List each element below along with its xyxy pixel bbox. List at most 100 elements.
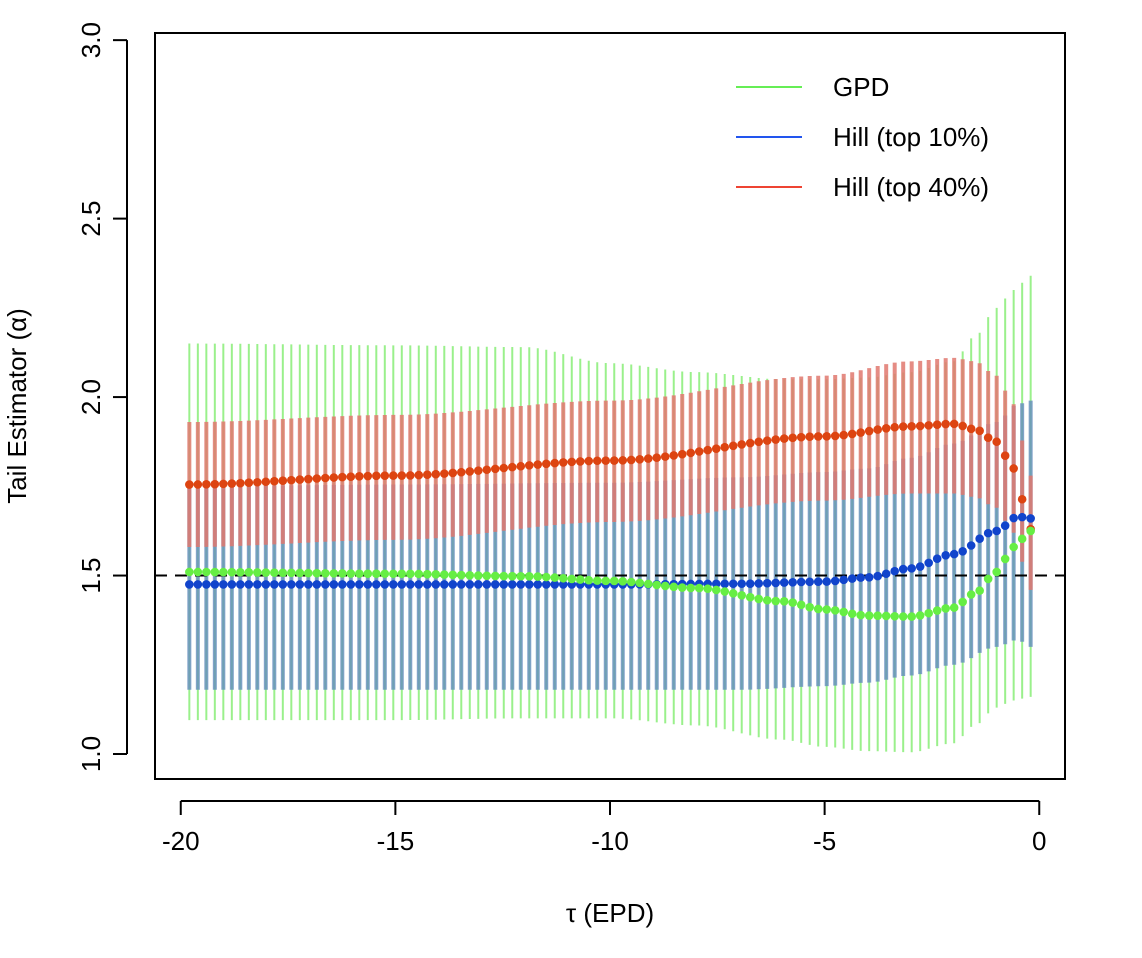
data-point [847,429,857,439]
data-point [321,473,330,483]
data-point [397,580,407,589]
data-point [550,573,560,582]
data-point [754,579,764,588]
data-point [329,569,339,578]
data-point [253,477,262,487]
data-point [193,480,203,489]
legend-label: Hill (top 10%) [833,122,989,152]
data-point [516,461,526,471]
data-point [1017,534,1027,544]
data-point [677,449,687,459]
data-point [771,596,781,606]
data-point [550,580,560,589]
data-point [728,441,738,451]
data-point [414,569,424,579]
data-point [1000,554,1010,564]
data-point [720,442,730,452]
x-tick-label: -15 [377,826,415,856]
data-point [830,606,840,615]
data-point [924,558,933,568]
data-point [626,455,636,465]
data-point [287,580,296,589]
data-point [1017,512,1027,522]
data-point [448,580,458,589]
data-point [338,580,347,589]
data-point [465,580,475,589]
data-point [601,456,611,465]
data-point [949,419,959,429]
data-point [567,574,577,584]
data-point [686,583,696,593]
data-point [941,419,950,429]
data-point [1000,521,1010,530]
data-point [1017,494,1027,504]
data-point [533,460,543,469]
data-point [881,569,891,579]
data-point [270,476,279,486]
data-point [193,567,203,577]
data-point [456,580,466,589]
data-point [618,456,628,465]
data-point [660,581,670,591]
data-point [754,594,764,604]
data-point [405,580,415,589]
data-point [524,572,534,581]
data-point [363,580,373,589]
data-point [966,590,976,599]
data-point [253,580,262,589]
data-point [822,605,831,614]
data-point [507,580,517,589]
data-point [304,474,313,484]
data-point [652,453,662,462]
data-point [975,534,984,543]
data-point [669,451,679,460]
plot-frame [154,32,1066,780]
data-point [813,604,823,614]
data-point [278,568,288,578]
data-point [958,547,967,556]
data-point [253,568,262,577]
data-point [575,457,585,466]
data-point [745,438,755,448]
data-point [295,580,305,589]
data-point [677,583,687,592]
data-point [482,465,492,475]
data-point [737,579,747,589]
data-point [966,424,976,434]
data-point [771,578,781,588]
data-point [762,436,772,445]
data-point [805,602,815,612]
data-point [244,580,254,589]
data-point [558,458,568,467]
data-point [558,580,568,589]
data-point [346,580,356,589]
data-point [847,574,857,583]
data-point [397,569,407,579]
data-point [907,422,916,431]
data-point [796,577,806,587]
data-point [830,576,840,586]
data-point [439,469,449,478]
data-point [958,421,967,431]
data-point [618,577,628,586]
data-point [890,566,899,576]
data-point [482,571,492,581]
data-point [737,591,747,600]
data-point [312,474,322,483]
data-point [771,435,781,444]
data-point [626,577,636,587]
data-point [456,467,466,477]
data-point [465,571,475,580]
data-point [541,459,551,469]
data-point [779,578,789,587]
data-point [524,461,534,470]
points-hill-top-40 [185,419,1035,534]
data-point [839,430,848,440]
data-point [473,466,483,475]
data-point [822,432,831,441]
data-point [941,551,950,560]
data-point [236,580,245,589]
data-point [1026,514,1035,523]
y-tick-label: 2.5 [76,201,106,237]
data-point [907,612,916,621]
